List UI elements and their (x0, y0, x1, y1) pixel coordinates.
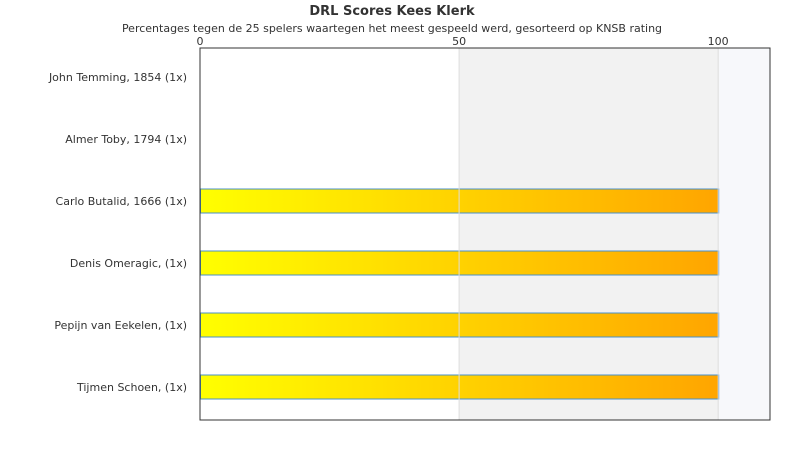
category-label: Carlo Butalid, 1666 (1x) (56, 195, 187, 208)
grid-band (718, 48, 770, 420)
x-tick-label: 0 (197, 35, 204, 48)
category-label: Tijmen Schoen, (1x) (76, 381, 187, 394)
category-label: Almer Toby, 1794 (1x) (65, 133, 187, 146)
chart-subtitle: Percentages tegen de 25 spelers waartege… (121, 22, 663, 35)
category-label: Denis Omeragic, (1x) (70, 257, 187, 270)
x-tick-label: 100 (708, 35, 729, 48)
x-tick-label: 50 (452, 35, 466, 48)
plot-frame (199, 47, 771, 421)
grid-band (459, 48, 719, 420)
chart-title: DRL Scores Kees Klerk (309, 4, 475, 19)
category-label: Pepijn van Eekelen, (1x) (54, 319, 187, 332)
category-label: John Temming, 1854 (1x) (48, 71, 187, 84)
